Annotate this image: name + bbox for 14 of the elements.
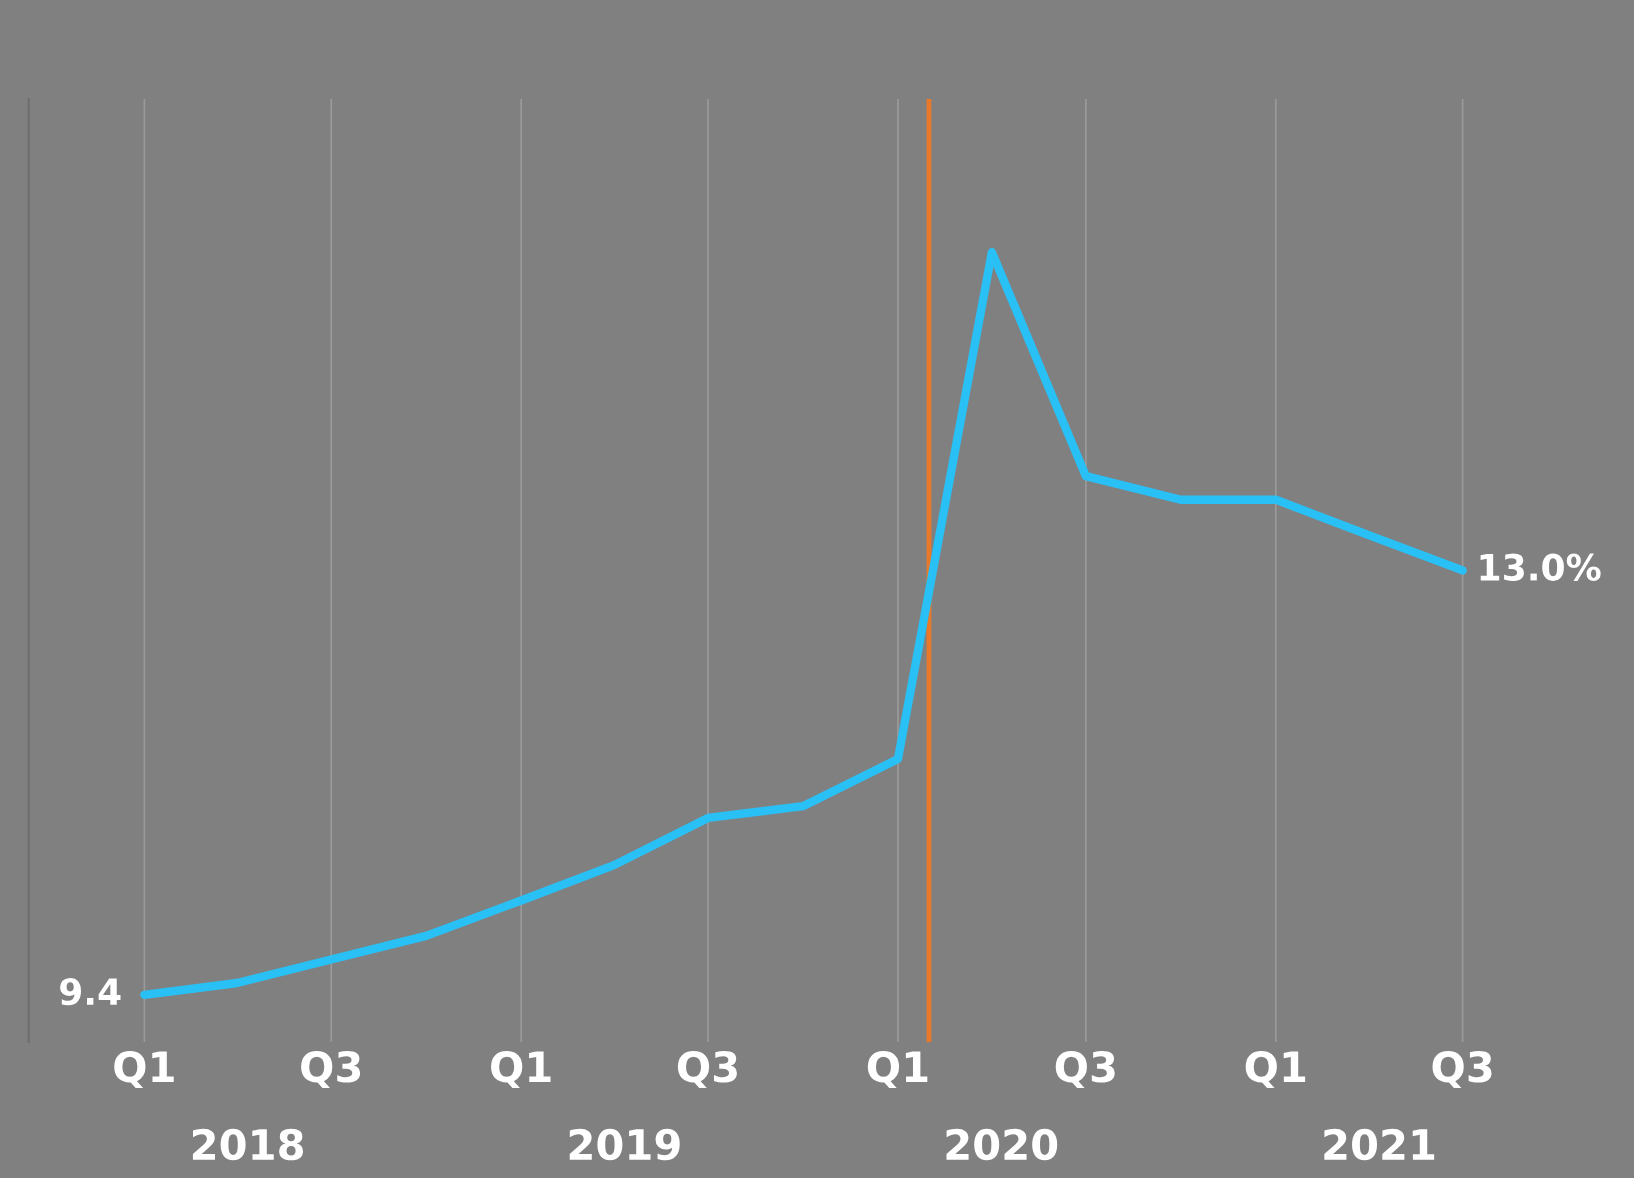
x-tick-label: Q1 [114,1051,174,1089]
x-tick-label: Q1 [491,1051,551,1089]
x-tick-label: Q3 [1055,1051,1115,1089]
text: 2019 [569,1128,680,1161]
text: 2020 [946,1128,1058,1161]
data-label: 13.0% [1480,553,1601,581]
x-tick-label: Q1 [867,1051,928,1089]
text: 2021 [1324,1128,1435,1161]
x-tick-label: Q1 [1245,1051,1306,1089]
data-label: 9.4 [60,977,121,1006]
x-tick-label: Q3 [301,1051,361,1089]
text: 2018 [192,1128,304,1161]
x-tick-label: Q3 [677,1051,737,1089]
x-tick-label: Q3 [1432,1051,1492,1089]
